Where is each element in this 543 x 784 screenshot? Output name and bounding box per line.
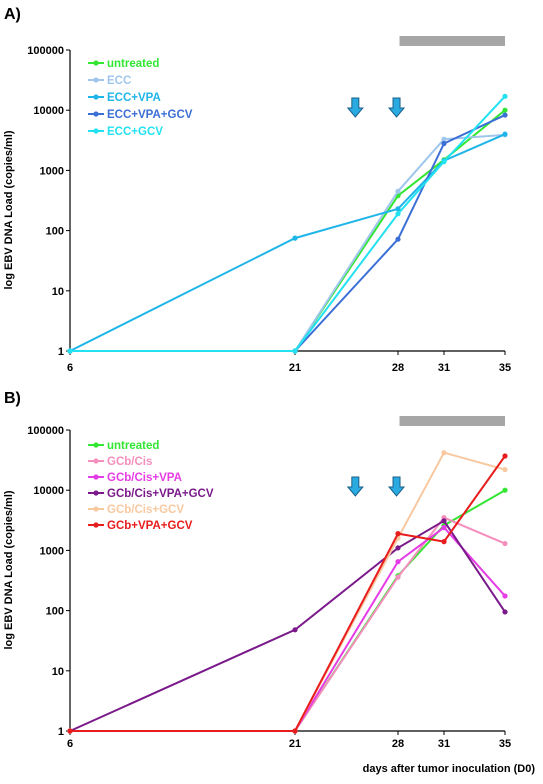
panel-a-y-axis-title: log EBV DNA Load (copies/ml) [3,130,15,289]
panel-a-legend-label: ECC+VPA [107,92,161,104]
panel-b-data-point [441,450,447,456]
panel-a-series-line [70,109,506,352]
panel-a-legend-marker [93,77,99,83]
panel-a-y-tick-label: 100000 [27,45,64,57]
panel-b-legend-label: untreated [107,440,159,452]
panel-b-series-line [69,519,506,732]
panel-b-y-tick-label: 10000 [33,485,64,497]
panel-a-legend-marker [93,60,99,66]
panel-b-y-axis-title: log EBV DNA Load (copies/ml) [3,490,15,649]
panel-a-series-line [70,114,506,352]
panel-b-data-point [502,453,508,459]
panel-b-x-axis-title: days after tumor inoculation (D0) [363,763,536,775]
panel-a-data-point [395,188,401,194]
panel-b-y-tick-label: 100 [46,606,64,618]
panel-b-y-tick-label: 1000 [40,545,64,557]
panel-a-data-point [395,236,401,242]
panel-a-legend-marker [93,128,99,134]
panel-a-data-point [441,159,447,165]
panel-a-data-point [502,131,508,137]
panel-b-legend-marker [93,458,99,464]
panel-b-x-tick-label: 6 [67,738,73,750]
panel-a-data-point [502,107,508,113]
panel-b-data-point [395,574,401,580]
panel-a-y-tick-label: 100 [46,226,64,238]
panel-b-legend-label: GCb/Cis+VPA [107,472,182,484]
panel-b-data-point [292,627,298,633]
panel-b-injection-arrow-icon [387,476,406,497]
panel-b-y-tick-label: 1 [58,726,64,738]
panel-b: B) log EBV DNA Load (copies/ml) days aft… [3,390,535,775]
panel-b-legend-label: GCb/Cis+GCV [107,504,184,516]
panel-a-data-point [395,211,401,217]
panel-a-injection-arrow-icon [346,97,364,118]
panel-a-legend-marker [93,111,99,117]
panel-b-legend-marker [93,474,99,480]
panel-b-data-point [441,518,447,524]
panel-a-data-point [292,235,298,241]
panel-b-label: B) [4,390,21,407]
panel-b-series-line [70,526,506,732]
panel-a-data-point [441,136,447,142]
panel-a-legend-label: untreated [107,58,159,70]
panel-a-y-tick-label: 10 [52,286,64,298]
panel-b-plot-area: 1 10 100 1000 10000 100000 6 21 28 31 35 untreated G… [27,416,511,750]
panel-b-x-tick-label: 31 [438,738,450,750]
panel-a: A) log EBV DNA Load (copies/ml) 1 10 100 10… [3,6,511,374]
panel-a-injection-arrow-icon [387,97,406,118]
panel-a-x-tick-label: 6 [67,362,73,374]
panel-b-y-tick-label: 10 [52,666,64,678]
panel-b-series-line [70,516,506,732]
panel-b-legend-marker [93,506,99,512]
panel-a-x-tick-label: 28 [392,362,404,374]
panel-b-data-point [395,559,401,565]
panel-a-data-point [292,348,298,354]
panel-b-legend-label: GCb/Cis+VPA+GCV [107,488,214,500]
panel-b-legend-marker [93,522,99,528]
panel-a-label: A) [4,6,21,23]
panel-b-legend-marker [93,442,99,448]
panel-b-data-point [441,524,447,531]
panel-b-data-point [441,539,447,545]
panel-b-treatment-bar [399,416,505,426]
panel-a-data-point [502,112,508,118]
panel-a-x-tick-label: 31 [438,362,450,374]
panel-a-data-point [67,348,73,354]
panel-a-legend-label: ECC [107,75,131,87]
panel-a-x-tick-label: 21 [289,362,301,374]
panel-a-legend-label: ECC+VPA+GCV [107,109,193,121]
panel-b-x-tick-label: 28 [392,738,404,750]
panel-b-data-point [502,540,508,547]
panel-a-y-tick-label: 1 [58,346,64,358]
panel-a-y-tick-label: 10000 [33,105,64,117]
panel-a-legend-marker [93,94,99,100]
panel-b-data-point [395,531,401,537]
panel-a-y-tick-label: 1000 [40,165,64,177]
panel-b-data-point [502,466,508,473]
panel-b-legend-label: GCb+VPA+GCV [107,520,193,532]
panel-a-data-point [502,93,508,99]
panel-b-data-point [502,487,508,493]
panel-b-x-tick-label: 35 [499,738,511,750]
panel-b-y-tick-label: 100000 [27,425,64,437]
panel-a-legend-label: ECC+GCV [107,126,163,138]
panel-a-treatment-bar [399,36,505,46]
panel-b-legend-marker [93,490,99,496]
panel-b-data-point [502,593,508,599]
panel-b-x-tick-label: 21 [289,738,301,750]
panel-a-data-point [441,140,447,147]
panel-b-data-point [67,728,73,734]
panel-a-plot-area: 1 10 100 1000 10000 100000 6 21 28 31 35 untreated E… [27,36,511,374]
panel-b-data-point [395,545,401,551]
panel-b-data-point [502,609,508,615]
panel-a-x-tick-label: 35 [499,362,511,374]
panel-a-data-point [395,206,401,212]
panel-b-injection-arrow-icon [346,476,364,497]
panel-b-data-point [292,728,298,734]
panel-b-legend-label: GCb/Cis [107,456,152,468]
